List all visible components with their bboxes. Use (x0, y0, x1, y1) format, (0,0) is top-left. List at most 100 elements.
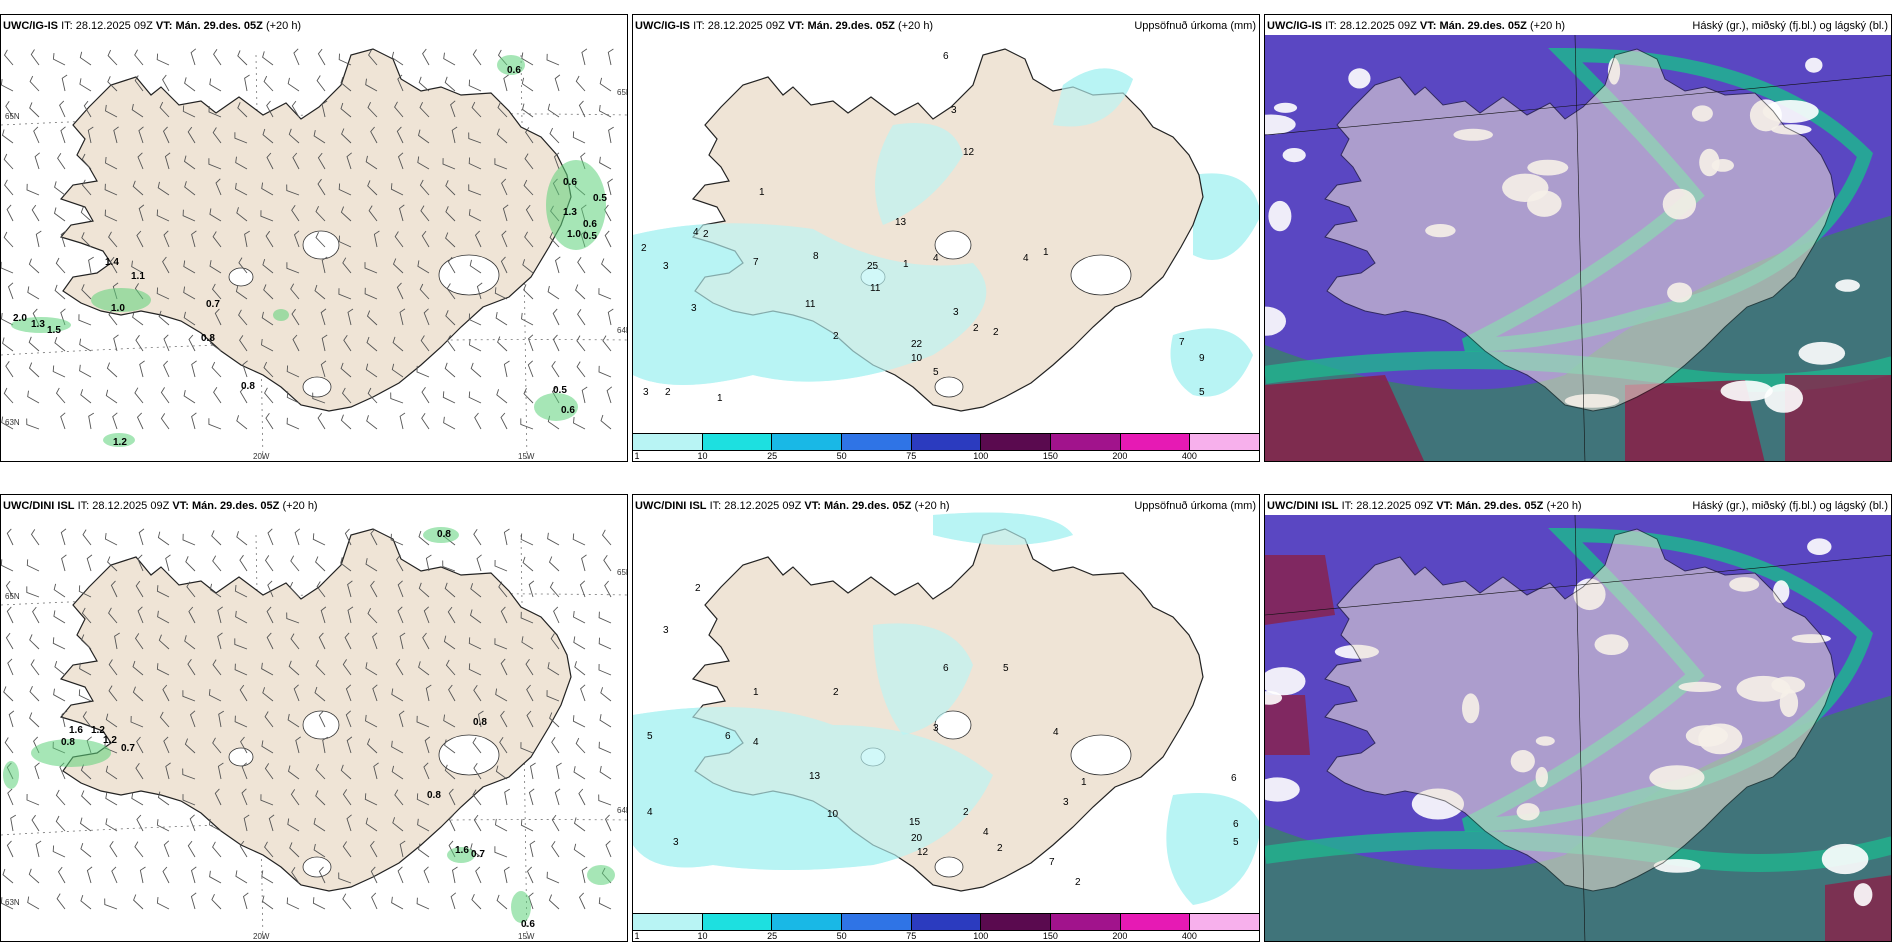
wind-barb (32, 606, 40, 624)
wind-barb (265, 412, 274, 430)
wind-barb (520, 742, 534, 754)
wind-barb (162, 256, 170, 274)
wind-barb (242, 892, 249, 910)
clear-sky-patch (1805, 57, 1823, 73)
precip-over-land (873, 623, 973, 735)
colorbar-swatch (1051, 434, 1121, 450)
glacier-langjokull (934, 710, 972, 740)
wind-barb (156, 287, 170, 300)
precip-value: 5 (1199, 387, 1205, 398)
axis-tick-64n-right: 64N (617, 326, 628, 335)
wind-barb (523, 388, 534, 404)
precip-value: 11 (805, 299, 816, 310)
panel-title-right: Uppsöfnuð úrkoma (mm) (1134, 500, 1256, 512)
wind-barb (546, 53, 560, 66)
panel-dini-wind[interactable]: UWC/DINI ISL IT: 28.12.2025 09Z VT: Mán.… (0, 494, 628, 942)
precip-over-land (633, 223, 987, 385)
wind-barb (503, 74, 509, 92)
clear-sky-patch (1265, 114, 1296, 135)
wind-barb (599, 104, 612, 118)
gust-value: 0.8 (201, 333, 215, 344)
wind-barb (338, 235, 352, 248)
wind-barb (364, 793, 378, 806)
precip-area (1193, 173, 1259, 260)
panel-dini-precip[interactable]: UWC/DINI ISL IT: 28.12.2025 09Z VT: Mán.… (632, 494, 1260, 942)
wind-barb (292, 152, 300, 170)
colorbar-swatch (911, 434, 982, 450)
clear-sky-patch (1764, 383, 1803, 413)
gust-value: 0.8 (473, 717, 487, 728)
iceland-land (59, 528, 572, 892)
wind-barb (576, 335, 586, 352)
wind-barb (134, 49, 144, 66)
wind-barb (263, 284, 274, 300)
wind-barb (1, 129, 14, 144)
wind-barb (210, 337, 222, 352)
wind-barb (266, 152, 274, 170)
wind-barb (425, 684, 432, 702)
wind-barb (446, 283, 456, 300)
wind-barb (598, 365, 612, 378)
panel-igis-precip[interactable]: UWC/IG-IS IT: 28.12.2025 09Z VT: Mán. 29… (632, 14, 1260, 462)
precip-value: 5 (647, 731, 653, 742)
wind-barb (340, 102, 352, 118)
panel-igis-clouds[interactable]: UWC/IG-IS IT: 28.12.2025 09Z VT: Mán. 29… (1264, 14, 1892, 462)
wind-barb (344, 632, 352, 650)
wind-barb (3, 49, 14, 66)
panel-title-right: Uppsöfnuð úrkoma (mm) (1134, 20, 1256, 32)
colorbar-swatch (772, 434, 843, 450)
wind-barb (370, 126, 378, 144)
wind-barb (346, 152, 352, 170)
wind-barb (423, 762, 430, 780)
wind-barb (113, 126, 119, 144)
precip-value: 5 (1233, 837, 1239, 848)
valid-time: VT: Mán. 29.des. 05Z (1419, 20, 1527, 32)
gust-value: 1.2 (91, 725, 105, 736)
colorbar-swatch (702, 914, 773, 930)
precip-value: 3 (691, 303, 697, 314)
wind-barb (243, 814, 250, 832)
wind-barb (182, 105, 196, 118)
colorbar-label: 50 (836, 451, 847, 461)
wind-barb (420, 335, 430, 352)
wind-barb (261, 740, 274, 754)
colorbar-label: 1 (634, 931, 640, 941)
wind-barb (573, 610, 586, 624)
wind-barb (607, 178, 613, 196)
wind-barb (104, 898, 118, 910)
colorbar-label: 25 (767, 931, 778, 941)
wind-barb (28, 336, 40, 352)
wind-barb (217, 762, 224, 780)
wind-barb (160, 413, 170, 430)
wind-barb (396, 282, 404, 300)
wind-barb (442, 158, 456, 170)
wind-barb (366, 738, 378, 754)
it-label: IT: (77, 500, 90, 512)
wind-barb (521, 636, 534, 650)
wind-barb (607, 48, 614, 66)
wind-barb (419, 102, 430, 118)
precip-value: 2 (703, 229, 709, 240)
panel-igis-wind[interactable]: UWC/IG-IS IT: 28.12.2025 09Z VT: Mán. 29… (0, 14, 628, 462)
wind-barb (261, 338, 274, 352)
wind-barb (555, 762, 562, 780)
wind-barb (444, 362, 456, 378)
wind-barb (134, 841, 144, 858)
colorbar-label: 150 (1042, 931, 1058, 941)
wind-barb (397, 74, 404, 92)
wind-barb (26, 793, 40, 806)
wind-barb (107, 76, 118, 92)
wind-barb (78, 689, 92, 702)
wind-barb (81, 179, 92, 196)
wind-barb (53, 207, 66, 222)
precip-over-land (1053, 68, 1133, 127)
wind-barb (264, 841, 274, 858)
wind-barb (238, 309, 248, 326)
wind-barb (577, 257, 586, 274)
wind-barb (425, 554, 432, 572)
colorbar-label: 1 (634, 451, 640, 461)
panel-dini-clouds[interactable]: UWC/DINI ISL IT: 28.12.2025 09Z VT: Mán.… (1264, 494, 1892, 942)
wind-barb (468, 79, 482, 92)
wind-barb (474, 412, 482, 430)
gust-value: 0.8 (241, 381, 255, 392)
